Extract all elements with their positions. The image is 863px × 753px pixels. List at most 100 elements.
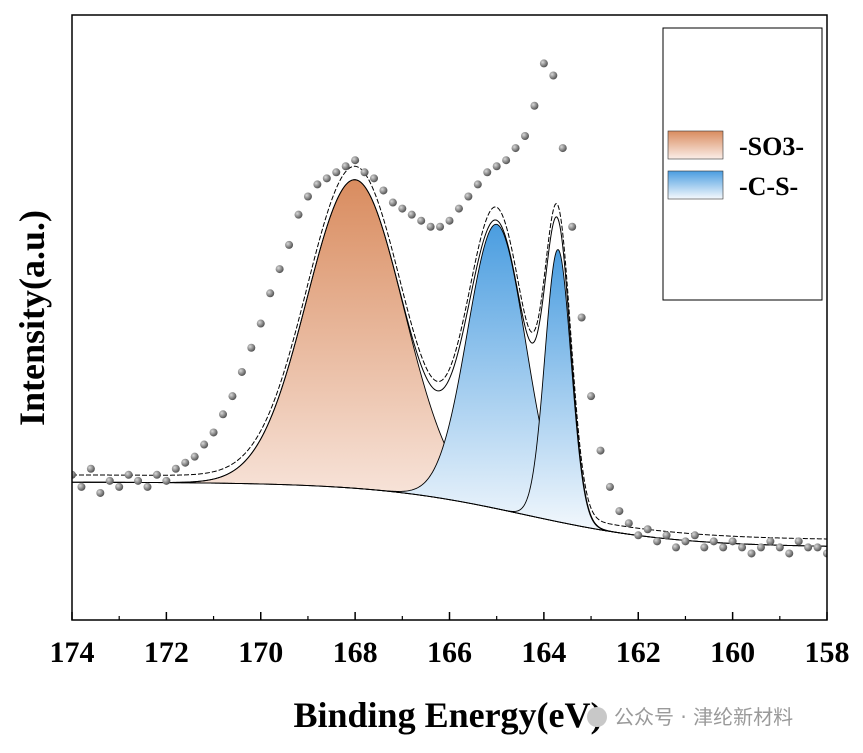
data-point: [115, 482, 124, 491]
data-point: [785, 549, 794, 558]
x-tick-label: 172: [144, 636, 189, 669]
data-point: [502, 156, 511, 165]
data-point: [237, 367, 246, 376]
legend-label-so3: -SO3-: [739, 132, 804, 161]
data-point: [747, 549, 756, 558]
data-point: [596, 446, 605, 455]
data-point: [634, 531, 643, 540]
data-point: [360, 168, 369, 177]
x-tick-label: 166: [427, 636, 472, 669]
data-point: [294, 210, 303, 219]
x-tick-label: 174: [50, 636, 95, 669]
legend-box: [662, 27, 823, 301]
data-point: [719, 543, 728, 552]
data-point: [303, 192, 312, 201]
data-point: [681, 537, 690, 546]
data-point: [738, 543, 747, 552]
data-point: [794, 537, 803, 546]
x-tick-label: 160: [710, 636, 755, 669]
data-point: [86, 464, 95, 473]
data-point: [332, 168, 341, 177]
data-point: [624, 519, 633, 528]
data-point: [219, 410, 227, 419]
data-point: [662, 531, 671, 540]
data-point: [813, 543, 822, 552]
wechat-icon: [587, 707, 607, 727]
data-point: [587, 392, 596, 401]
data-point: [190, 452, 199, 461]
x-axis-title: Binding Energy(eV): [293, 695, 602, 735]
data-point: [162, 476, 171, 485]
data-point: [181, 458, 190, 467]
data-point: [370, 174, 378, 183]
data-point: [351, 156, 360, 165]
data-point: [728, 537, 737, 546]
x-tick-label: 162: [616, 636, 661, 669]
data-point: [511, 144, 520, 153]
data-point: [709, 537, 718, 546]
data-point: [143, 482, 152, 491]
data-point: [96, 488, 105, 497]
data-point: [417, 216, 426, 225]
data-point: [200, 440, 209, 449]
data-point: [454, 204, 463, 213]
data-point: [275, 265, 284, 274]
data-point: [823, 549, 827, 558]
data-point: [322, 174, 331, 183]
data-point: [209, 428, 218, 437]
data-point: [605, 482, 614, 491]
data-point: [445, 216, 454, 225]
data-point: [105, 476, 114, 485]
envelope-fit-line-2: [72, 165, 827, 540]
data-point: [379, 186, 388, 195]
data-point: [77, 482, 86, 491]
watermark: 公众号 · 津纶新材料: [587, 705, 793, 729]
raw-data-points: [72, 59, 827, 558]
legend-swatch-so3: [667, 130, 724, 160]
legend-label-cs: -C-S-: [739, 172, 798, 201]
data-point: [426, 222, 435, 231]
data-point: [313, 180, 322, 189]
data-point: [483, 168, 492, 177]
data-point: [568, 222, 577, 231]
data-point: [152, 470, 161, 479]
watermark-text: 公众号 · 津纶新材料: [614, 705, 793, 729]
data-point: [134, 476, 143, 485]
x-tick-label: 158: [805, 636, 850, 669]
data-point: [690, 531, 699, 540]
data-point: [558, 144, 567, 153]
data-point: [388, 198, 397, 207]
data-point: [653, 537, 662, 546]
data-point: [341, 162, 350, 171]
x-tick-label: 170: [238, 636, 283, 669]
data-point: [539, 59, 548, 68]
data-point: [247, 343, 256, 352]
data-point: [171, 464, 180, 473]
data-point: [577, 313, 586, 322]
data-point: [615, 507, 624, 516]
data-point: [530, 101, 539, 110]
x-ticks: 174 172 170 168 166 164 162 160 158: [50, 612, 850, 669]
data-point: [756, 543, 765, 552]
data-point: [521, 132, 529, 140]
data-point: [266, 289, 275, 298]
data-point: [700, 543, 709, 552]
x-tick-label: 164: [521, 636, 566, 669]
x-tick-label: 168: [333, 636, 378, 669]
legend-swatch-cs: [667, 170, 724, 200]
data-point: [775, 543, 784, 552]
data-point: [72, 470, 76, 479]
data-point: [804, 543, 813, 552]
data-point: [549, 71, 558, 80]
data-point: [464, 192, 473, 201]
data-point: [766, 537, 775, 546]
y-axis-title: Intensity(a.u.): [12, 210, 52, 426]
data-point: [124, 470, 133, 479]
data-point: [285, 240, 294, 249]
envelope-fit-line: [72, 179, 827, 547]
peaks-layer: [83, 179, 661, 539]
data-point: [672, 543, 680, 552]
data-point: [643, 525, 652, 534]
fit-lines-layer: [72, 165, 827, 547]
